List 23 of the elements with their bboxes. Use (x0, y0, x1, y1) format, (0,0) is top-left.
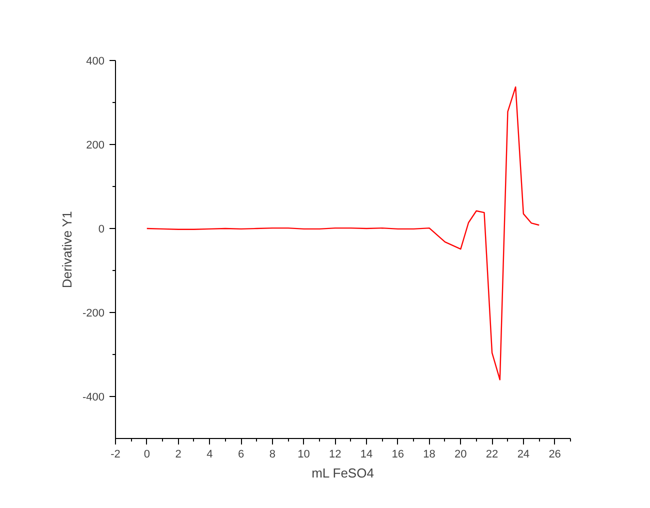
x-tick-label: 4 (206, 448, 213, 460)
x-tick-label: 22 (486, 448, 498, 460)
y-tick-label: 200 (86, 140, 105, 152)
x-tick-label: -2 (110, 448, 120, 460)
y-tick-label: -200 (82, 308, 105, 320)
x-tick-label: 6 (238, 448, 244, 460)
y-tick-label: 400 (86, 56, 105, 68)
x-tick-label: 16 (392, 448, 404, 460)
x-tick-label: 20 (454, 448, 467, 460)
x-tick-label: 14 (360, 448, 373, 460)
x-tick-label: 2 (175, 448, 182, 460)
x-tick-label: 10 (298, 448, 310, 460)
line-series (146, 86, 540, 380)
x-axis-title: mL FeSO4 (312, 466, 374, 480)
x-tick-label: 18 (423, 448, 436, 460)
x-tick-label: 0 (144, 448, 150, 460)
y-tick-label: 0 (98, 224, 105, 236)
y-axis-title: Derivative Y1 (59, 211, 74, 288)
x-tick-label: 12 (329, 448, 342, 460)
x-tick-label: 24 (517, 448, 530, 460)
x-tick-label: 8 (269, 448, 276, 460)
y-tick-label: -400 (82, 392, 105, 404)
x-tick-label: 26 (548, 448, 561, 460)
